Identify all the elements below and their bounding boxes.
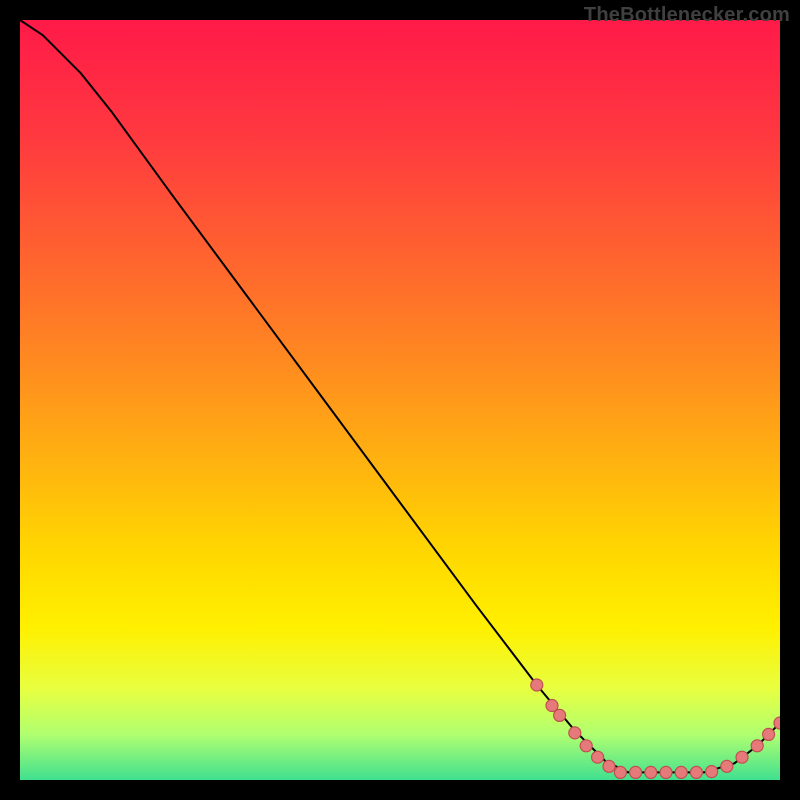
- curve-marker: [660, 766, 672, 778]
- curve-marker: [706, 766, 718, 778]
- curve-markers: [531, 679, 780, 778]
- curve-marker: [675, 766, 687, 778]
- curve-marker: [751, 740, 763, 752]
- curve-marker: [721, 760, 733, 772]
- curve-marker: [592, 751, 604, 763]
- curve-marker: [569, 727, 581, 739]
- curve-marker: [531, 679, 543, 691]
- curve-marker: [580, 740, 592, 752]
- curve-marker: [630, 766, 642, 778]
- curve-overlay: [20, 20, 780, 780]
- curve-marker: [763, 728, 775, 740]
- curve-marker: [546, 700, 558, 712]
- bottleneck-chart: TheBottlenecker.com: [0, 0, 800, 800]
- curve-marker: [614, 766, 626, 778]
- curve-marker: [690, 766, 702, 778]
- curve-marker: [645, 766, 657, 778]
- curve-marker: [554, 709, 566, 721]
- curve-marker: [603, 760, 615, 772]
- bottleneck-curve: [20, 20, 780, 772]
- curve-marker: [736, 751, 748, 763]
- attribution-label: TheBottlenecker.com: [584, 4, 790, 27]
